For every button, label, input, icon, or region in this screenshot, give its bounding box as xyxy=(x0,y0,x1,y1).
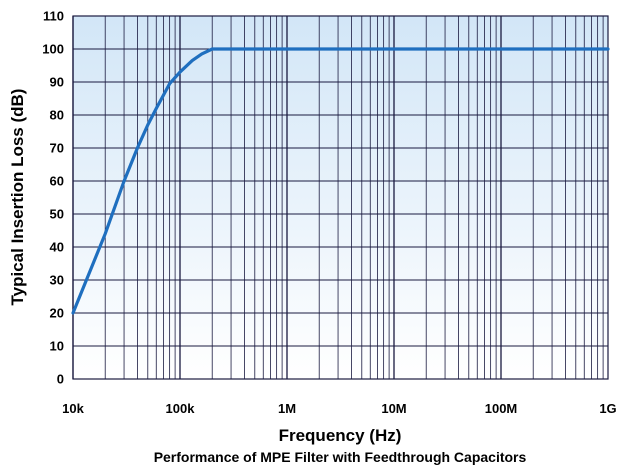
y-tick-label: 30 xyxy=(50,273,64,288)
y-axis-title: Typical Insertion Loss (dB) xyxy=(8,89,27,306)
y-tick-labels: 0 10 20 30 40 50 60 70 80 90 100 110 xyxy=(42,9,64,387)
y-tick-label: 60 xyxy=(50,174,64,189)
x-tick-label: 1M xyxy=(278,401,296,416)
y-tick-label: 80 xyxy=(50,108,64,123)
x-tick-labels: 10k 100k 1M 10M 100M 1G xyxy=(62,401,617,416)
x-tick-label: 100M xyxy=(485,401,518,416)
y-tick-label: 0 xyxy=(57,372,64,387)
x-tick-label: 10k xyxy=(62,401,84,416)
y-tick-label: 110 xyxy=(43,9,64,24)
y-tick-label: 40 xyxy=(50,240,64,255)
series-line xyxy=(71,47,610,315)
x-axis-title: Frequency (Hz) xyxy=(279,426,402,445)
x-tick-label: 100k xyxy=(166,401,196,416)
y-tick-label: 20 xyxy=(50,306,64,321)
plot-area xyxy=(73,16,608,379)
y-tick-label: 50 xyxy=(50,207,64,222)
x-tick-label: 1G xyxy=(599,401,616,416)
y-tick-label: 90 xyxy=(50,75,64,90)
y-tick-label: 10 xyxy=(50,339,64,354)
series xyxy=(71,47,610,315)
chart-caption: Performance of MPE Filter with Feedthrou… xyxy=(154,449,527,465)
x-tick-label: 10M xyxy=(381,401,406,416)
y-tick-label: 70 xyxy=(50,141,64,156)
y-tick-label: 100 xyxy=(42,42,64,57)
plot-frame xyxy=(72,15,609,380)
